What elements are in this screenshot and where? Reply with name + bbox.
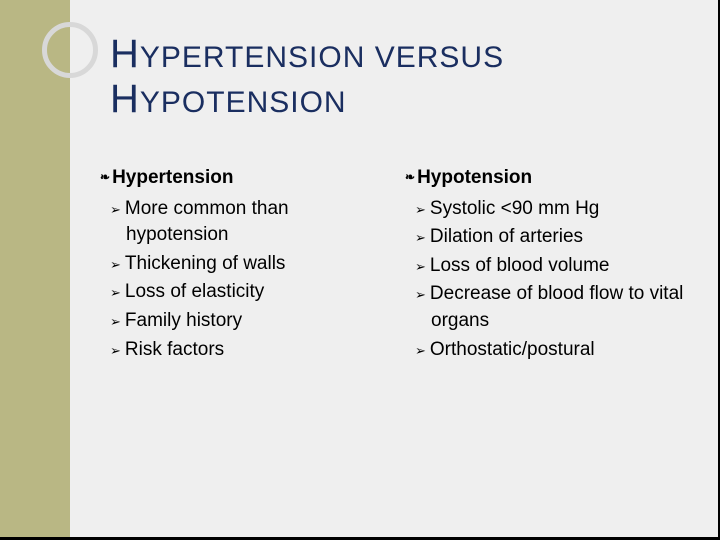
right-heading: Hypotension [405, 165, 690, 192]
left-heading: Hypertension [100, 165, 385, 192]
list-item: Orthostatic/postural [405, 337, 690, 364]
list-item: Dilation of arteries [405, 224, 690, 251]
list-item: Risk factors [100, 337, 385, 364]
title-word1-initial: H [110, 32, 140, 76]
left-column: Hypertension More common than hypotensio… [100, 165, 385, 365]
title-word2-rest: YPOTENSION [140, 86, 347, 119]
list-item: Systolic <90 mm Hg [405, 196, 690, 223]
list-item: More common than hypotension [100, 196, 385, 249]
title-word1-rest: YPERTENSION [140, 41, 366, 74]
list-item: Thickening of walls [100, 251, 385, 278]
decorative-circle [42, 22, 98, 78]
list-item: Decrease of blood flow to vital organs [405, 281, 690, 334]
sidebar-accent [0, 0, 70, 540]
slide-title: HYPERTENSION VERSUS HYPOTENSION [110, 32, 690, 122]
content-area: Hypertension More common than hypotensio… [100, 165, 690, 365]
list-item: Loss of blood volume [405, 253, 690, 280]
list-item: Family history [100, 308, 385, 335]
title-middle: VERSUS [365, 41, 504, 74]
title-word2-initial: H [110, 77, 140, 121]
right-column: Hypotension Systolic <90 mm Hg Dilation … [405, 165, 690, 365]
list-item: Loss of elasticity [100, 279, 385, 306]
